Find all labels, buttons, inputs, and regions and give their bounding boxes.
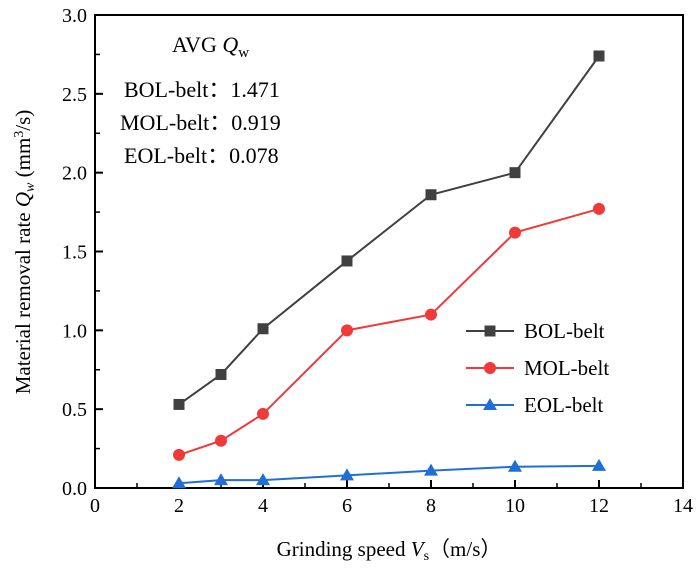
annotation-line-3: EOL-belt：0.078 <box>124 143 279 168</box>
eol-belt-point <box>508 459 522 472</box>
y-tick-label: 0.0 <box>62 478 87 500</box>
x-tick-label: 10 <box>505 495 525 517</box>
eol-belt-point <box>424 463 438 476</box>
y-tick-label: 2.0 <box>62 163 87 185</box>
mol-belt-point <box>173 448 185 461</box>
eol-belt-point <box>214 473 228 486</box>
mol-belt-point <box>341 324 353 337</box>
y-tick-label: 1.0 <box>62 320 87 342</box>
bol-belt-line <box>178 55 600 406</box>
bol-belt-point <box>593 50 605 62</box>
y-axis-label: Material removal rate Qw (mm3/s) <box>11 110 38 395</box>
legend-bol-belt-marker <box>484 325 496 337</box>
bol-belt-point <box>341 255 353 267</box>
mol-belt-point <box>215 434 227 447</box>
x-tick-label: 14 <box>673 495 693 517</box>
y-tick-label: 2.5 <box>62 84 87 106</box>
mol-belt-point <box>425 308 437 321</box>
x-tick-label: 0 <box>90 495 100 517</box>
x-tick-label: 8 <box>426 495 436 517</box>
x-axis-label: Grinding speed Vs（m/s） <box>277 537 502 564</box>
eol-belt-point <box>340 468 354 481</box>
y-tick-label: 0.5 <box>62 399 87 421</box>
legend-mol-belt-label: MOL-belt <box>524 356 609 380</box>
x-tick-label: 12 <box>589 495 609 517</box>
y-tick-label: 3.0 <box>62 5 87 27</box>
mol-belt-point <box>593 202 605 215</box>
bol-belt-point <box>509 167 521 179</box>
legend-eol-belt-label: EOL-belt <box>524 393 603 417</box>
annotation-title: AVG Qw <box>172 32 249 61</box>
mol-belt-point <box>509 226 521 239</box>
eol-belt-point <box>592 458 606 471</box>
x-tick-label: 6 <box>342 495 352 517</box>
y-tick-label: 1.5 <box>62 242 87 264</box>
legend-mol-belt-marker <box>484 362 496 374</box>
mol-belt-point <box>257 407 269 420</box>
x-tick-label: 4 <box>258 495 268 517</box>
eol-belt-point <box>172 476 186 489</box>
legend-bol-belt-label: BOL-belt <box>524 319 605 343</box>
bol-belt-point <box>173 398 185 410</box>
x-tick-label: 2 <box>174 495 184 517</box>
annotation-line-1: BOL-belt：1.471 <box>124 77 280 102</box>
bol-belt-point <box>215 368 227 380</box>
eol-belt-line <box>178 464 600 485</box>
eol-belt-point <box>256 473 270 486</box>
annotation-line-2: MOL-belt：0.919 <box>120 110 281 135</box>
bol-belt-point <box>425 189 437 201</box>
legend-eol-belt-marker <box>483 398 497 410</box>
bol-belt-point <box>257 323 269 335</box>
